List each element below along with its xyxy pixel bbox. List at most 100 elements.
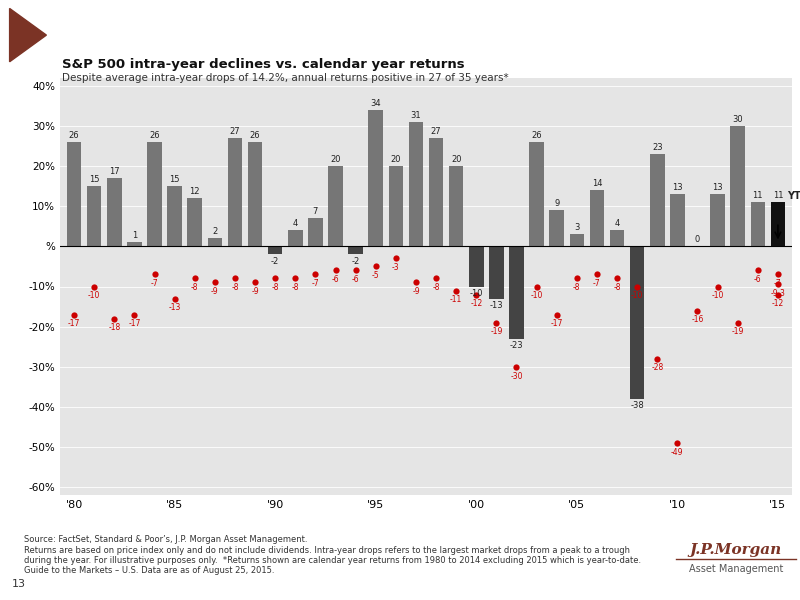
Text: 4: 4	[614, 219, 620, 228]
Bar	[167, 186, 182, 247]
Text: 20: 20	[390, 155, 401, 164]
Text: -8: -8	[614, 283, 621, 292]
Bar	[570, 235, 584, 247]
Text: -9: -9	[412, 287, 420, 296]
Bar	[67, 142, 82, 247]
Text: 30: 30	[732, 115, 743, 124]
Text: -23: -23	[510, 341, 523, 350]
Bar	[268, 247, 282, 254]
Text: 20: 20	[451, 155, 462, 164]
Text: -38: -38	[630, 401, 644, 410]
Text: 15: 15	[89, 175, 99, 184]
Text: S&P 500 intra-year declines vs. calendar year returns: S&P 500 intra-year declines vs. calendar…	[62, 58, 464, 71]
Text: Source: FactSet, Standard & Poor’s, J.P. Morgan Asset Management.
Returns are ba: Source: FactSet, Standard & Poor’s, J.P.…	[24, 535, 641, 575]
Text: 20: 20	[330, 155, 341, 164]
Text: -6: -6	[332, 275, 339, 284]
Bar	[670, 194, 685, 247]
Text: -10: -10	[711, 292, 724, 301]
Text: 9: 9	[554, 199, 559, 208]
Text: -10: -10	[631, 292, 643, 301]
Text: 15: 15	[170, 175, 180, 184]
Bar	[389, 166, 403, 247]
Bar	[429, 138, 443, 247]
Text: -30: -30	[510, 371, 522, 380]
Bar	[510, 247, 524, 338]
Text: 27: 27	[430, 127, 442, 136]
Text: 0: 0	[695, 235, 700, 244]
Bar	[710, 194, 725, 247]
Bar	[369, 110, 383, 247]
Text: 2: 2	[212, 227, 218, 236]
Text: 34: 34	[370, 98, 381, 107]
Text: -2: -2	[271, 257, 279, 266]
Text: -8: -8	[271, 283, 279, 292]
Text: -16: -16	[691, 316, 704, 325]
Text: -19: -19	[490, 328, 502, 337]
Text: 17: 17	[109, 167, 120, 176]
Text: 11: 11	[753, 191, 763, 200]
Bar	[187, 198, 202, 247]
Text: -8: -8	[432, 283, 440, 292]
Bar	[87, 186, 102, 247]
Text: Annual returns and intra-year declines: Annual returns and intra-year declines	[60, 26, 422, 44]
Text: -10: -10	[470, 289, 483, 298]
Text: -6: -6	[754, 275, 762, 284]
Text: Equities: Equities	[6, 275, 16, 326]
Bar	[147, 142, 162, 247]
Text: 12: 12	[190, 187, 200, 196]
Text: -9.3: -9.3	[770, 289, 786, 298]
Text: -13: -13	[169, 304, 181, 313]
Text: 26: 26	[531, 131, 542, 140]
Text: -7: -7	[311, 279, 319, 288]
Text: 11: 11	[773, 191, 783, 200]
Text: -2: -2	[351, 257, 360, 266]
Text: -12: -12	[470, 299, 482, 308]
Text: -7: -7	[774, 279, 782, 288]
Bar	[650, 154, 665, 247]
Text: Despite average intra-year drops of 14.2%, annual returns positive in 27 of 35 y: Despite average intra-year drops of 14.2…	[62, 73, 508, 83]
Text: -7: -7	[150, 279, 158, 288]
Text: -5: -5	[372, 271, 379, 280]
Bar	[328, 166, 342, 247]
Polygon shape	[10, 8, 46, 62]
Text: 26: 26	[250, 131, 260, 140]
Bar	[107, 178, 122, 247]
Text: GTM – U.S.  |  13: GTM – U.S. | 13	[673, 29, 776, 41]
Text: -6: -6	[352, 275, 359, 284]
Text: -9: -9	[251, 287, 259, 296]
Text: -12: -12	[772, 299, 784, 308]
Text: 4: 4	[293, 219, 298, 228]
Text: -19: -19	[731, 328, 744, 337]
Bar	[590, 190, 604, 247]
Text: 23: 23	[652, 143, 662, 152]
Text: 7: 7	[313, 207, 318, 216]
Text: -11: -11	[450, 295, 462, 304]
Bar	[228, 138, 242, 247]
Text: -28: -28	[651, 364, 663, 373]
Bar	[630, 247, 644, 399]
Text: -17: -17	[550, 319, 563, 328]
Text: 26: 26	[150, 131, 160, 140]
Bar	[610, 230, 624, 247]
Text: 13: 13	[12, 579, 26, 589]
Text: -17: -17	[128, 319, 141, 328]
Text: YTD: YTD	[787, 191, 800, 201]
Text: -10: -10	[530, 292, 542, 301]
Text: 13: 13	[712, 183, 723, 192]
Text: -18: -18	[108, 323, 121, 332]
Text: 3: 3	[574, 223, 579, 232]
Text: 1: 1	[132, 231, 137, 240]
Text: -8: -8	[191, 283, 198, 292]
Text: -17: -17	[68, 319, 80, 328]
Bar	[550, 211, 564, 247]
Bar	[409, 122, 423, 247]
Bar	[469, 247, 483, 286]
Bar	[208, 238, 222, 247]
Text: -8: -8	[231, 283, 238, 292]
Bar	[770, 202, 785, 247]
Bar	[127, 242, 142, 247]
Text: -8: -8	[573, 283, 581, 292]
Text: -7: -7	[593, 279, 601, 288]
Text: Asset Management: Asset Management	[689, 564, 783, 574]
Text: 13: 13	[672, 183, 682, 192]
